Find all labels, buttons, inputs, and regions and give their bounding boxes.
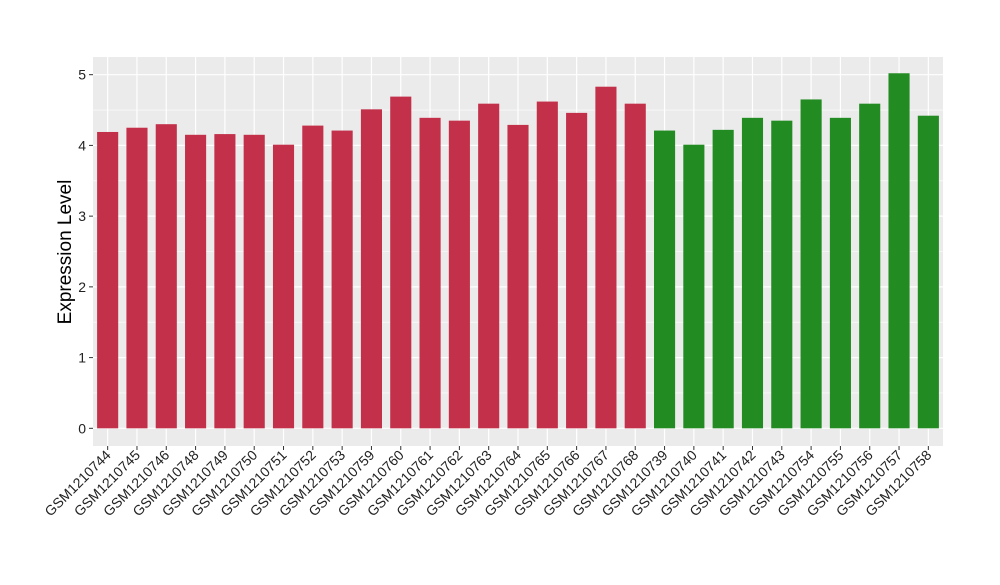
bar-GSM1210740 [683,144,705,429]
bar-GSM1210753 [331,130,353,429]
bar-GSM1210767 [595,86,617,429]
bar-GSM1210768 [624,103,646,429]
y-tick-label: 3 [78,208,86,224]
bar-GSM1210746 [155,124,177,429]
bar-GSM1210766 [566,112,588,429]
bar-GSM1210743 [771,120,793,429]
y-tick-label: 5 [78,67,86,83]
y-tick-label: 2 [78,279,86,295]
bar-GSM1210749 [214,134,236,429]
bar-GSM1210765 [536,101,558,429]
y-tick-label: 4 [78,137,86,153]
bar-GSM1210754 [800,99,822,429]
bar-GSM1210751 [272,144,295,429]
bar-GSM1210760 [390,96,412,429]
bar-GSM1210763 [478,103,500,429]
bar-GSM1210742 [741,117,764,429]
bar-GSM1210750 [243,134,265,429]
bar-GSM1210755 [829,117,851,429]
bar-GSM1210741 [712,129,734,429]
bar-GSM1210752 [302,125,324,429]
bar-GSM1210748 [185,134,207,429]
bar-GSM1210762 [448,120,470,429]
bar-GSM1210745 [126,127,148,429]
y-tick-label: 0 [78,420,86,436]
bar-GSM1210758 [917,115,939,429]
bar-GSM1210757 [888,73,910,429]
bar-GSM1210744 [97,131,119,429]
bar-GSM1210739 [654,130,676,429]
bar-GSM1210756 [859,103,881,429]
bar-GSM1210761 [419,117,441,429]
y-axis-title: Expression Level [55,180,76,325]
y-tick-label: 1 [78,350,86,366]
bar-GSM1210764 [507,124,529,429]
bar-GSM1210759 [360,109,382,429]
